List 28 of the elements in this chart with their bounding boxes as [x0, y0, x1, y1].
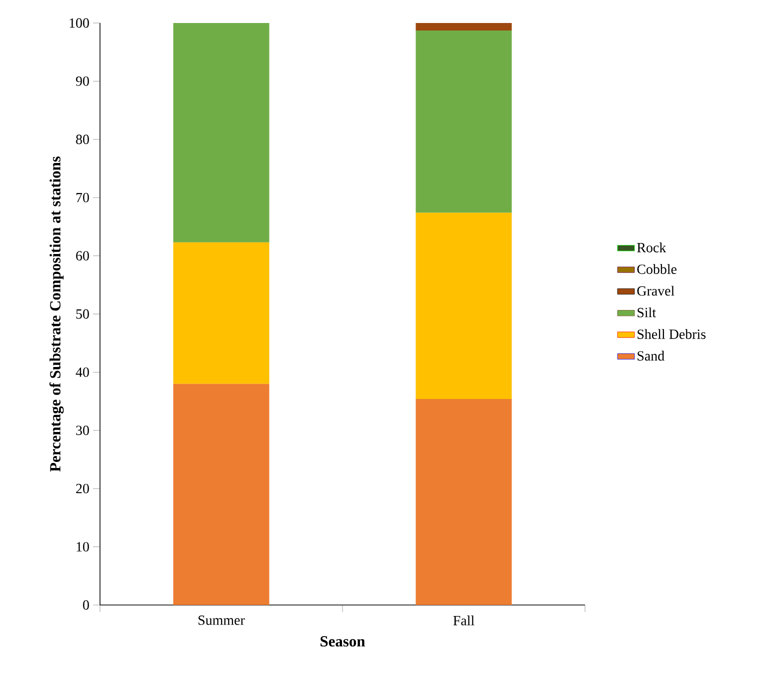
bar [416, 22, 512, 31]
bar [173, 22, 270, 242]
x-tick-label: Fall [453, 616, 474, 626]
legend-label: Silt [638, 307, 656, 318]
legend-label: Gravel [637, 286, 674, 296]
bar [173, 242, 270, 384]
bar [416, 212, 512, 399]
x-axis-title: Season [320, 636, 366, 647]
bar [416, 398, 512, 605]
legend-label: Shell Debris [638, 329, 706, 339]
y-tick-label: 0 [83, 600, 89, 610]
legend-label: Sand [638, 350, 664, 361]
bar [416, 30, 512, 213]
y-tick-label: 100 [70, 18, 89, 28]
y-tick-label: 90 [76, 76, 89, 86]
y-tick-label: 10 [76, 542, 89, 552]
y-tick-label: 50 [76, 309, 89, 319]
y-tick-label: 60 [76, 251, 89, 261]
y-tick-label: 80 [76, 134, 89, 144]
bar [173, 384, 270, 605]
y-tick-label: 30 [76, 426, 89, 436]
legend-label: Rock [637, 242, 666, 252]
y-tick-label: 20 [76, 484, 89, 494]
y-tick-label: 40 [76, 367, 89, 377]
y-axis-title: Percentage of Substrate Composition at stations [49, 156, 64, 472]
y-tick-label: 70 [76, 192, 89, 202]
x-tick-label: Summer [198, 616, 245, 625]
legend-label: Cobble [637, 264, 676, 274]
